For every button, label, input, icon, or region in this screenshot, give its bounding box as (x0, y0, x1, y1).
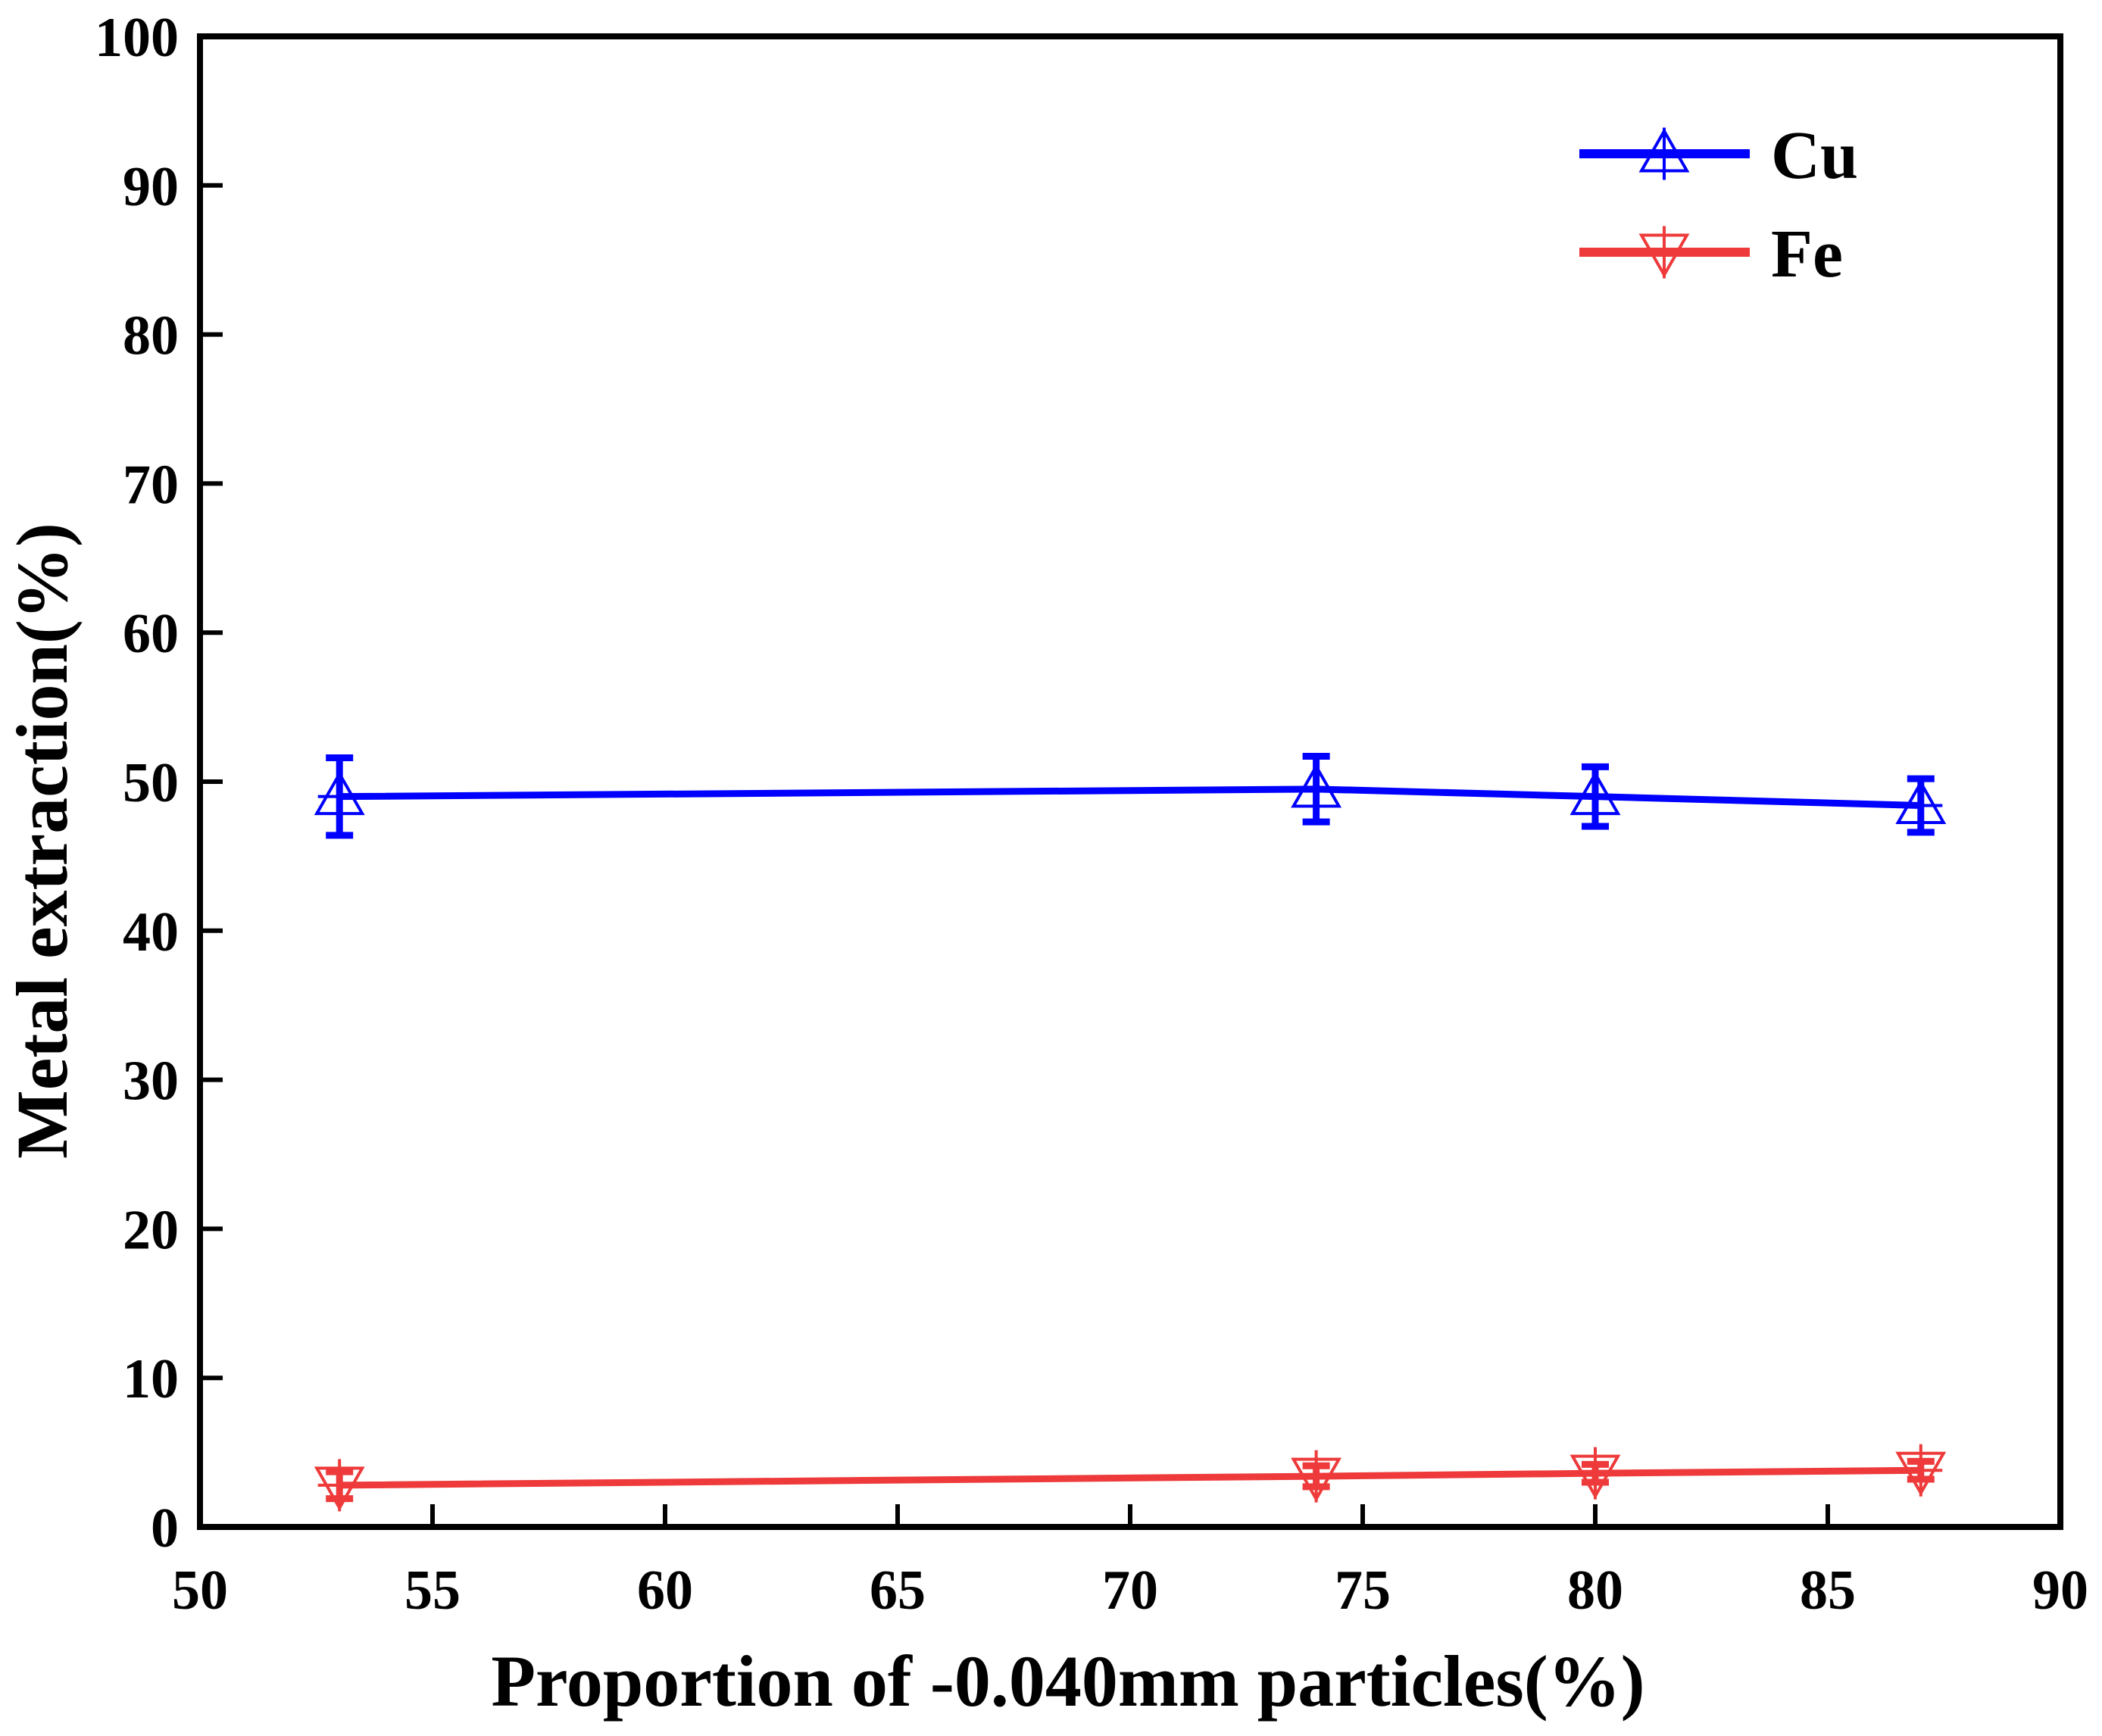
y-tick-label: 50 (123, 752, 179, 814)
series-fe (314, 1444, 1947, 1512)
y-tick-label: 30 (123, 1051, 179, 1113)
cu-marker (1569, 770, 1621, 823)
x-tick-label: 55 (404, 1560, 461, 1622)
y-tick-label: 10 (123, 1348, 179, 1410)
cu-marker (314, 770, 365, 823)
fe-marker (314, 1459, 365, 1512)
x-tick-label: 60 (637, 1560, 693, 1622)
y-axis-title: Metal extraction(%) (2, 523, 83, 1159)
y-tick-label: 70 (123, 454, 179, 516)
legend-item-fe: Fe (1579, 217, 1843, 292)
legend-item-cu: Cu (1579, 118, 1858, 193)
legend-label-cu: Cu (1771, 118, 1858, 193)
y-tick-label: 0 (151, 1497, 179, 1560)
y-tick-label: 60 (123, 603, 179, 665)
x-tick-label: 65 (870, 1560, 926, 1622)
fe-marker (1895, 1444, 1947, 1497)
series-cu (314, 753, 1947, 839)
x-tick-label: 90 (2032, 1560, 2088, 1622)
y-tick-label: 100 (95, 7, 179, 69)
cu-marker (1895, 779, 1947, 832)
cu-line (339, 785, 1921, 809)
legend: Cu Fe (1579, 118, 1858, 292)
plot-series (314, 753, 1947, 1512)
legend-marker-cu (1638, 127, 1690, 180)
x-tick-label: 50 (172, 1560, 228, 1622)
y-tick-label: 90 (123, 156, 179, 218)
x-tick-label: 80 (1567, 1560, 1623, 1622)
y-tick-label: 20 (123, 1199, 179, 1261)
axes: 50 55 60 65 70 75 80 85 90 0 10 20 30 40 50 60 70 80 90 100 (95, 7, 2088, 1622)
y-tick-label: 80 (123, 305, 179, 367)
fe-marker (1291, 1450, 1342, 1503)
legend-marker-fe (1638, 226, 1690, 279)
y-tick-label: 40 (123, 901, 179, 963)
fe-line (339, 1466, 1921, 1489)
x-axis-title: Proportion of -0.040mm particles(%) (491, 1641, 1644, 1722)
x-tick-label: 75 (1335, 1560, 1391, 1622)
x-tick-label: 70 (1102, 1560, 1158, 1622)
fe-marker (1569, 1447, 1621, 1500)
cu-marker (1291, 763, 1342, 816)
legend-label-fe: Fe (1771, 217, 1843, 292)
plot-frame (197, 33, 2063, 1530)
x-tick-label: 85 (1800, 1560, 1856, 1622)
